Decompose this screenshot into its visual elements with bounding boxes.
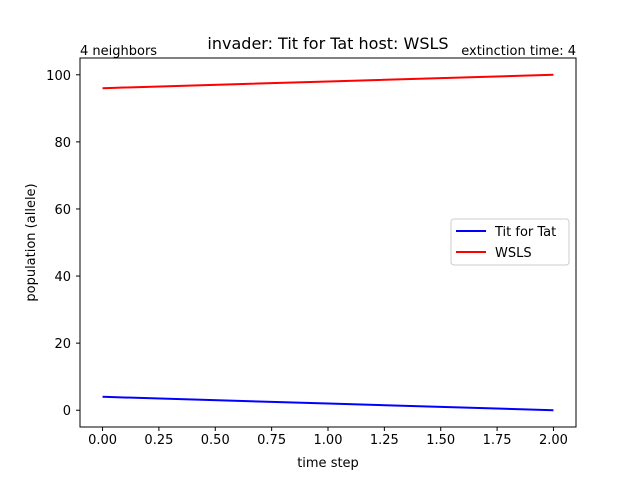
y-axis-label: population (allele): [24, 183, 39, 301]
x-tick-label: 1.75: [483, 433, 512, 448]
y-tick-label: 40: [54, 270, 71, 285]
extinction-time-label: extinction time: 4: [461, 44, 576, 59]
legend-label-tit-for-tat: Tit for Tat: [494, 225, 556, 240]
chart-title: invader: Tit for Tat host: WSLS: [207, 34, 448, 53]
y-tick-label: 20: [54, 337, 71, 352]
series-line-tit-for-tat: [102, 395, 554, 412]
y-tick-label: 0: [63, 404, 71, 419]
x-tick-label: 1.50: [426, 433, 455, 448]
x-tick-label: 0.00: [88, 433, 117, 448]
neighbors-label: 4 neighbors: [80, 44, 157, 59]
y-tick-label: 80: [54, 136, 71, 151]
legend-label-wsls: WSLS: [495, 246, 532, 261]
legend: Tit for Tat WSLS: [450, 218, 570, 266]
series-layer: [102, 73, 554, 412]
x-axis-label: time step: [297, 456, 359, 471]
plot-frame: [79, 57, 577, 428]
series-line-wsls: [102, 73, 554, 90]
x-tick-label: 2.00: [539, 433, 568, 448]
x-tick-label: 1.00: [314, 433, 343, 448]
axis-ticks: 0.00 0.25 0.50 0.75 1.00 1.25 1.50 1.75 2.00 0 20 4…: [46, 69, 568, 448]
y-tick-label: 60: [54, 203, 71, 218]
x-tick-label: 0.75: [257, 433, 286, 448]
x-tick-label: 0.50: [201, 433, 230, 448]
x-tick-label: 0.25: [144, 433, 173, 448]
y-tick-label: 100: [46, 69, 71, 84]
x-tick-label: 1.25: [370, 433, 399, 448]
